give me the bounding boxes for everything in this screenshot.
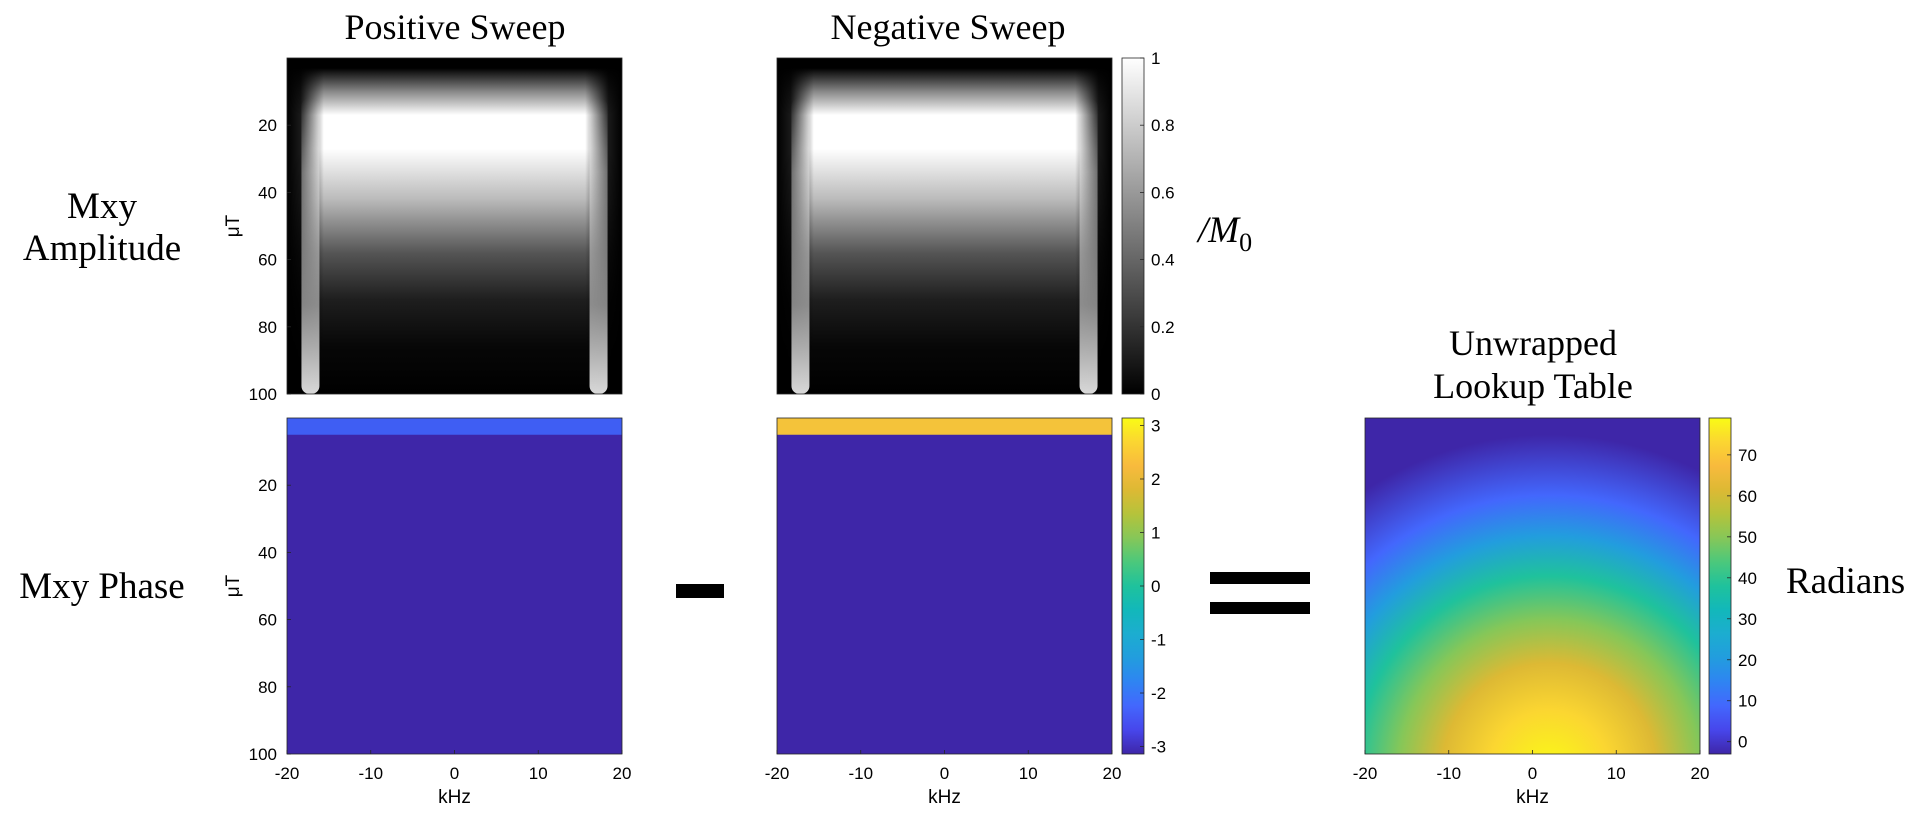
colorbar-tick-label: 0 (1738, 733, 1747, 752)
axes-frame-amp-neg (776, 57, 1113, 395)
colorbar-tick-label: 20 (1738, 651, 1757, 670)
row-label-phase: Mxy Phase (19, 566, 184, 607)
colorbar-tick-label: 0.2 (1151, 318, 1175, 337)
ytick-label: 60 (258, 611, 277, 630)
colorbar-label-m0: /M0 (1196, 210, 1252, 257)
colorbar-lookup (1708, 417, 1732, 755)
title-positive-sweep: Positive Sweep (345, 7, 566, 47)
xtick-label: -20 (765, 764, 790, 783)
xtick-label: 0 (450, 764, 459, 783)
xtick-label: 10 (1607, 764, 1626, 783)
ytick-label: 40 (258, 183, 277, 202)
ytick-label: 20 (258, 116, 277, 135)
colorbar-tick-label: 3 (1151, 416, 1160, 435)
equals-operator-bottom (1210, 602, 1310, 614)
colorbar-tick-label: 1 (1151, 523, 1160, 542)
row-label-amplitude-line1: Mxy (67, 186, 137, 227)
xtick-label: -10 (1436, 764, 1461, 783)
axes-frame-amp-pos (286, 57, 623, 395)
xtick-label: -20 (1353, 764, 1378, 783)
xtick-label: 20 (1691, 764, 1710, 783)
heatmap-amp-neg (777, 58, 1112, 394)
ylabel: μT (223, 214, 244, 237)
heatmap-phase-neg (777, 418, 1112, 754)
row-label-amplitude-line2: Amplitude (23, 228, 181, 269)
colorbar-tick-label: -1 (1151, 631, 1166, 650)
xtick-label: 0 (1528, 764, 1537, 783)
colorbar-label-m0-subscript: 0 (1239, 228, 1252, 257)
title-negative-sweep: Negative Sweep (831, 7, 1066, 47)
equals-operator-top (1210, 572, 1310, 584)
xtick-label: -10 (848, 764, 873, 783)
colorbar-tick-label: 70 (1738, 446, 1757, 465)
heatmap-phase-pos (287, 418, 622, 754)
title-lookup-line1: Unwrapped (1449, 323, 1617, 363)
colorbar-tick-label: 2 (1151, 470, 1160, 489)
colorbar-tick-label: 0.4 (1151, 251, 1175, 270)
ytick-label: 40 (258, 543, 277, 562)
colorbar-tick-label: 30 (1738, 610, 1757, 629)
xtick-label: 10 (529, 764, 548, 783)
colorbar-amp-neg (1121, 57, 1145, 395)
colorbar-tick-label: -3 (1151, 738, 1166, 757)
ytick-label: 80 (258, 318, 277, 337)
colorbar-tick-label: 0 (1151, 577, 1160, 596)
ytick-label: 20 (258, 476, 277, 495)
colorbar-tick-label: 10 (1738, 692, 1757, 711)
colorbar-tick-label: 1 (1151, 49, 1160, 68)
ytick-label: 100 (249, 745, 277, 764)
colorbar-tick-label: 60 (1738, 487, 1757, 506)
colorbar-label-m0-prefix: /M (1196, 210, 1241, 251)
ytick-label: 80 (258, 678, 277, 697)
xlabel: kHz (1516, 787, 1549, 808)
ytick-label: 100 (249, 385, 277, 404)
colorbar-tick-label: 0.8 (1151, 116, 1175, 135)
xtick-label: 0 (940, 764, 949, 783)
colorbar-tick-label: 0 (1151, 385, 1160, 404)
colorbar-tick-label: 40 (1738, 569, 1757, 588)
ytick-label: 60 (258, 251, 277, 270)
colorbar-tick-label: 0.6 (1151, 183, 1175, 202)
xtick-label: -20 (275, 764, 300, 783)
minus-operator (676, 584, 724, 598)
heatmap-amp-pos (287, 58, 622, 394)
xtick-label: 20 (1103, 764, 1122, 783)
xtick-label: -10 (358, 764, 383, 783)
heatmap-lookup (1365, 418, 1700, 754)
title-lookup-line2: Lookup Table (1433, 366, 1633, 406)
xlabel: kHz (438, 787, 471, 808)
ylabel: μT (223, 574, 244, 597)
colorbar-tick-label: 50 (1738, 528, 1757, 547)
colorbar-tick-label: -2 (1151, 684, 1166, 703)
xtick-label: 20 (613, 764, 632, 783)
colorbar-label-radians: Radians (1786, 561, 1905, 602)
xtick-label: 10 (1019, 764, 1038, 783)
xlabel: kHz (928, 787, 961, 808)
